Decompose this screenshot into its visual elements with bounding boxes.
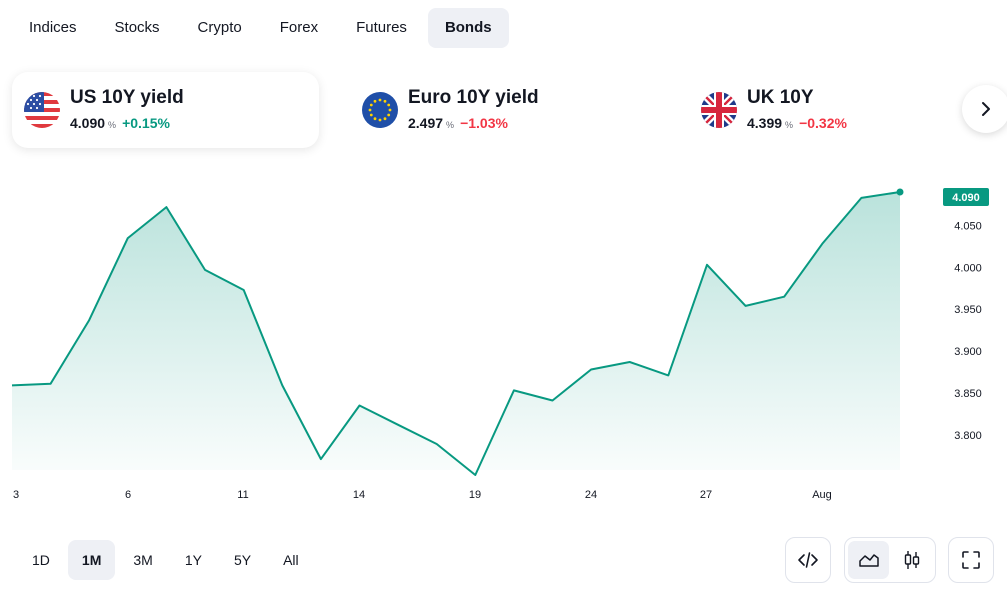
uk-flag-icon xyxy=(701,92,737,128)
x-tick-label: 19 xyxy=(469,489,481,501)
symbol-price: 4.090 xyxy=(70,115,106,131)
symbol-unit: % xyxy=(108,120,117,130)
y-tick-label: 3.950 xyxy=(954,304,982,316)
symbol-list: US 10Y yield 4.090% +0.15% Euro 10Y yield… xyxy=(12,72,1002,150)
series-line xyxy=(11,191,901,476)
tab-futures[interactable]: Futures xyxy=(356,19,407,36)
range-1m[interactable]: 1M xyxy=(67,540,116,580)
tab-bonds[interactable]: Bonds xyxy=(427,8,509,48)
symbol-name: US 10Y yield xyxy=(70,87,184,108)
fullscreen-icon xyxy=(962,551,980,569)
symbol-price: 4.399 xyxy=(747,115,783,131)
candlestick-icon xyxy=(904,551,919,569)
range-all[interactable]: All xyxy=(283,552,299,568)
x-tick-label: 6 xyxy=(125,489,131,501)
symbol-change: +0.15% xyxy=(122,115,170,131)
range-selector: 1D 1M 3M 1Y 5Y All xyxy=(18,540,313,580)
symbol-change: −1.03% xyxy=(460,115,508,131)
last-value-badge xyxy=(943,188,989,206)
symbol-price: 2.497 xyxy=(408,115,444,131)
symbol-unit: % xyxy=(785,120,794,130)
x-tick-label: 3 xyxy=(13,489,19,501)
last-point xyxy=(896,188,904,196)
symbol-card-us10y[interactable]: US 10Y yield 4.090% +0.15% xyxy=(12,72,319,148)
tab-crypto[interactable]: Crypto xyxy=(197,19,242,36)
tab-stocks[interactable]: Stocks xyxy=(114,19,160,36)
chart-style-toggle xyxy=(844,537,936,583)
y-tick-label: 4.000 xyxy=(954,262,982,274)
market-tabs: Indices Stocks Crypto Forex Futures Bond… xyxy=(12,8,509,48)
x-tick-label: Aug xyxy=(812,489,832,501)
candles-style-button[interactable] xyxy=(891,541,932,579)
embed-button[interactable] xyxy=(785,537,831,583)
chevron-right-icon xyxy=(982,102,990,116)
tab-forex[interactable]: Forex xyxy=(279,19,319,36)
x-tick-label: 14 xyxy=(353,489,365,501)
range-5y[interactable]: 5Y xyxy=(233,552,252,568)
y-tick-label: 3.900 xyxy=(954,346,982,358)
y-tick-label: 4.050 xyxy=(954,220,982,232)
scroll-next-button[interactable] xyxy=(962,85,1007,133)
symbol-name: Euro 10Y yield xyxy=(408,87,539,108)
tab-indices[interactable]: Indices xyxy=(29,19,77,36)
fullscreen-button[interactable] xyxy=(948,537,994,583)
x-tick-label: 27 xyxy=(700,489,712,501)
range-3m[interactable]: 3M xyxy=(133,552,153,568)
x-tick-label: 11 xyxy=(237,489,248,501)
area-style-button[interactable] xyxy=(848,541,889,579)
range-1d[interactable]: 1D xyxy=(32,552,50,568)
range-1y[interactable]: 1Y xyxy=(184,552,202,568)
area-fill xyxy=(12,192,900,475)
y-tick-label: 3.800 xyxy=(954,430,982,442)
price-chart[interactable]: 3 6 11 14 19 24 27 Aug 4.050 4.000 3.950 3.900 3.85… xyxy=(0,0,1007,510)
code-icon xyxy=(798,552,818,568)
symbol-name: UK 10Y xyxy=(747,87,814,108)
symbol-card-eu10y[interactable]: Euro 10Y yield 2.497% −1.03% xyxy=(350,72,657,148)
area-chart-icon xyxy=(858,554,879,567)
x-tick-label: 24 xyxy=(585,489,597,501)
last-value-label: 4.090 xyxy=(952,192,980,204)
eu-flag-icon xyxy=(362,92,398,128)
symbol-unit: % xyxy=(446,120,455,130)
symbol-card-uk10y[interactable]: UK 10Y 4.399% −0.32% xyxy=(689,72,996,148)
y-tick-label: 3.850 xyxy=(954,388,982,400)
symbol-change: −0.32% xyxy=(799,115,847,131)
